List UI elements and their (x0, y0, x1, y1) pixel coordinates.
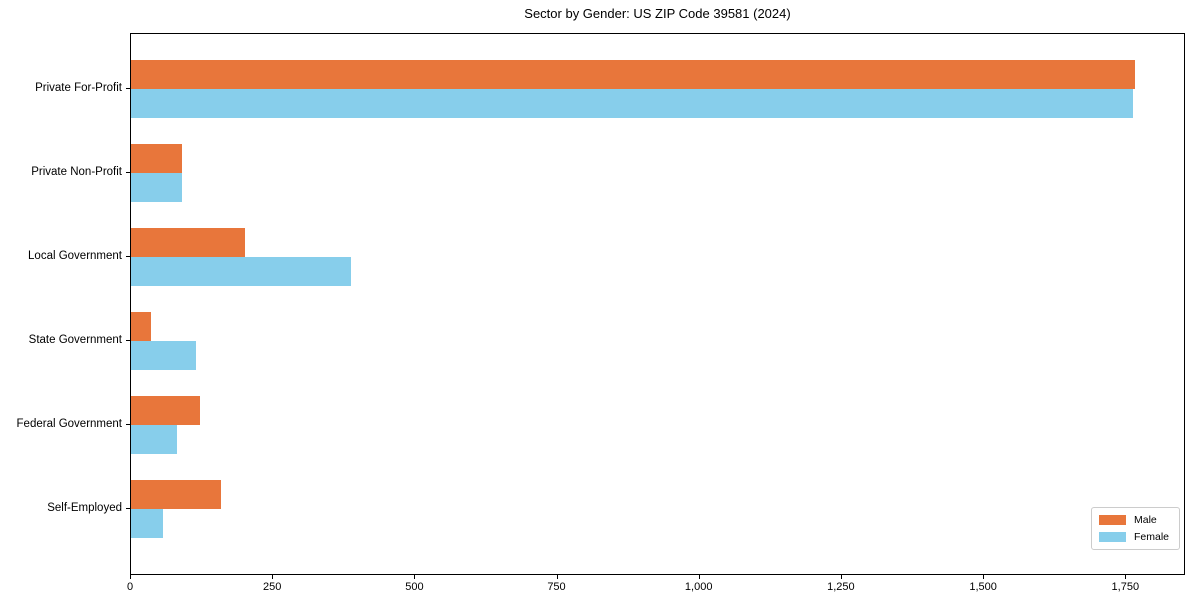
xtick-label-2: 500 (405, 581, 424, 593)
legend-item-male: Male (1099, 514, 1169, 526)
legend-swatch-male (1099, 515, 1126, 525)
xtick-label-7: 1,750 (1111, 581, 1140, 593)
bar-male-2 (131, 228, 245, 257)
ytick-label-5: Self-Employed (47, 502, 122, 514)
legend: Male Female (1091, 507, 1181, 550)
xtick-mark-0 (130, 575, 131, 579)
xtick-label-1: 250 (263, 581, 282, 593)
xtick-label-6: 1,500 (969, 581, 997, 593)
ytick-label-4: Federal Government (16, 418, 122, 430)
bar-female-0 (131, 89, 1133, 118)
bar-male-3 (131, 312, 151, 341)
bar-female-4 (131, 425, 178, 454)
xtick-mark-4 (698, 575, 700, 579)
xtick-label-0: 0 (126, 581, 134, 593)
bar-male-0 (131, 60, 1135, 89)
xtick-mark-3 (556, 575, 558, 579)
xtick-label-4: 1,000 (684, 581, 713, 593)
xtick-mark-5 (840, 575, 842, 579)
ytick-label-1: Private Non-Profit (31, 166, 122, 178)
ytick-label-3: State Government (28, 334, 122, 346)
bar-male-5 (131, 480, 221, 509)
xtick-label-3: 750 (547, 581, 566, 593)
bar-female-3 (131, 341, 196, 370)
ytick-mark-1 (126, 172, 130, 173)
ytick-mark-3 (126, 340, 130, 341)
bar-male-1 (131, 144, 182, 173)
bar-female-2 (131, 257, 352, 286)
xtick-mark-1 (272, 575, 274, 579)
legend-item-female: Female (1099, 531, 1169, 543)
xtick-mark-7 (1125, 575, 1127, 579)
legend-label-male: Male (1134, 514, 1157, 526)
plot-area (130, 33, 1185, 575)
legend-label-female: Female (1134, 531, 1170, 543)
ytick-mark-0 (126, 88, 130, 89)
xtick-label-5: 1,250 (827, 581, 855, 593)
legend-swatch-female (1099, 532, 1126, 542)
xtick-mark-2 (414, 575, 416, 579)
xtick-mark-6 (983, 575, 985, 579)
ytick-label-2: Local Government (28, 250, 122, 262)
bar-female-1 (131, 173, 183, 202)
ytick-mark-4 (126, 424, 130, 425)
chart-title: Sector by Gender: US ZIP Code 39581 (202… (524, 6, 791, 21)
ytick-mark-2 (126, 256, 130, 257)
ytick-label-0: Private For-Profit (35, 82, 122, 94)
bar-female-5 (131, 509, 163, 538)
bar-male-4 (131, 396, 200, 425)
ytick-mark-5 (126, 508, 130, 509)
